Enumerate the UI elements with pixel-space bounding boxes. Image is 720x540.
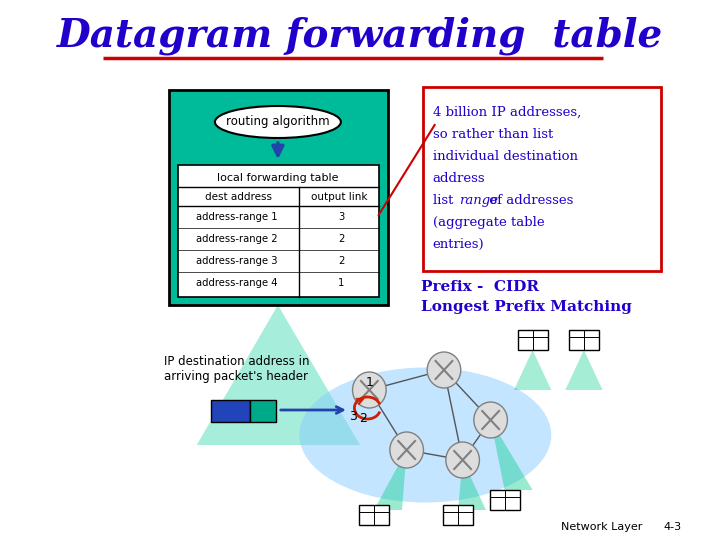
Text: address: address <box>433 172 485 185</box>
Polygon shape <box>514 350 552 390</box>
FancyBboxPatch shape <box>569 330 599 350</box>
Ellipse shape <box>300 368 552 503</box>
Polygon shape <box>490 420 533 490</box>
Text: so rather than list: so rather than list <box>433 128 553 141</box>
Text: entries): entries) <box>433 238 485 251</box>
Text: Prefix -  CIDR: Prefix - CIDR <box>420 280 539 294</box>
FancyBboxPatch shape <box>423 87 662 271</box>
Text: Network Layer: Network Layer <box>561 522 642 532</box>
FancyBboxPatch shape <box>518 330 547 350</box>
FancyBboxPatch shape <box>178 165 379 297</box>
FancyBboxPatch shape <box>359 505 389 525</box>
Text: IP destination address in
arriving packet's header: IP destination address in arriving packe… <box>164 355 310 383</box>
Text: 1: 1 <box>338 278 345 288</box>
Circle shape <box>390 432 423 468</box>
Text: local forwarding table: local forwarding table <box>217 173 338 183</box>
FancyBboxPatch shape <box>250 400 276 422</box>
Text: 2: 2 <box>338 234 345 244</box>
Text: output link: output link <box>311 192 368 202</box>
FancyBboxPatch shape <box>443 505 473 525</box>
Text: 1: 1 <box>365 376 373 389</box>
Text: Longest Prefix Matching: Longest Prefix Matching <box>420 300 631 314</box>
Text: range: range <box>459 194 498 207</box>
Polygon shape <box>565 350 603 390</box>
Circle shape <box>427 352 461 388</box>
Text: 3: 3 <box>349 410 357 423</box>
Text: dest address: dest address <box>205 192 272 202</box>
FancyBboxPatch shape <box>168 90 388 305</box>
Circle shape <box>446 442 480 478</box>
Text: individual destination: individual destination <box>433 150 577 163</box>
Polygon shape <box>374 450 407 510</box>
Text: routing algorithm: routing algorithm <box>226 116 330 129</box>
Ellipse shape <box>215 106 341 138</box>
Text: address-range 2: address-range 2 <box>196 234 278 244</box>
Text: 2: 2 <box>338 256 345 266</box>
Text: address-range 1: address-range 1 <box>196 212 278 222</box>
Text: 3: 3 <box>338 212 344 222</box>
Circle shape <box>353 372 386 408</box>
Text: 4-3: 4-3 <box>664 522 682 532</box>
Text: list: list <box>433 194 457 207</box>
Text: Datagram forwarding  table: Datagram forwarding table <box>57 17 663 55</box>
Polygon shape <box>458 460 486 510</box>
Text: address-range 4: address-range 4 <box>196 278 278 288</box>
Text: 2: 2 <box>359 412 366 425</box>
Polygon shape <box>197 305 360 445</box>
FancyBboxPatch shape <box>490 490 520 510</box>
FancyBboxPatch shape <box>211 400 250 422</box>
Text: of addresses: of addresses <box>485 194 573 207</box>
Text: 4 billion IP addresses,: 4 billion IP addresses, <box>433 106 581 119</box>
Text: address-range 3: address-range 3 <box>196 256 278 266</box>
Text: (aggregate table: (aggregate table <box>433 216 544 229</box>
Circle shape <box>474 402 508 438</box>
